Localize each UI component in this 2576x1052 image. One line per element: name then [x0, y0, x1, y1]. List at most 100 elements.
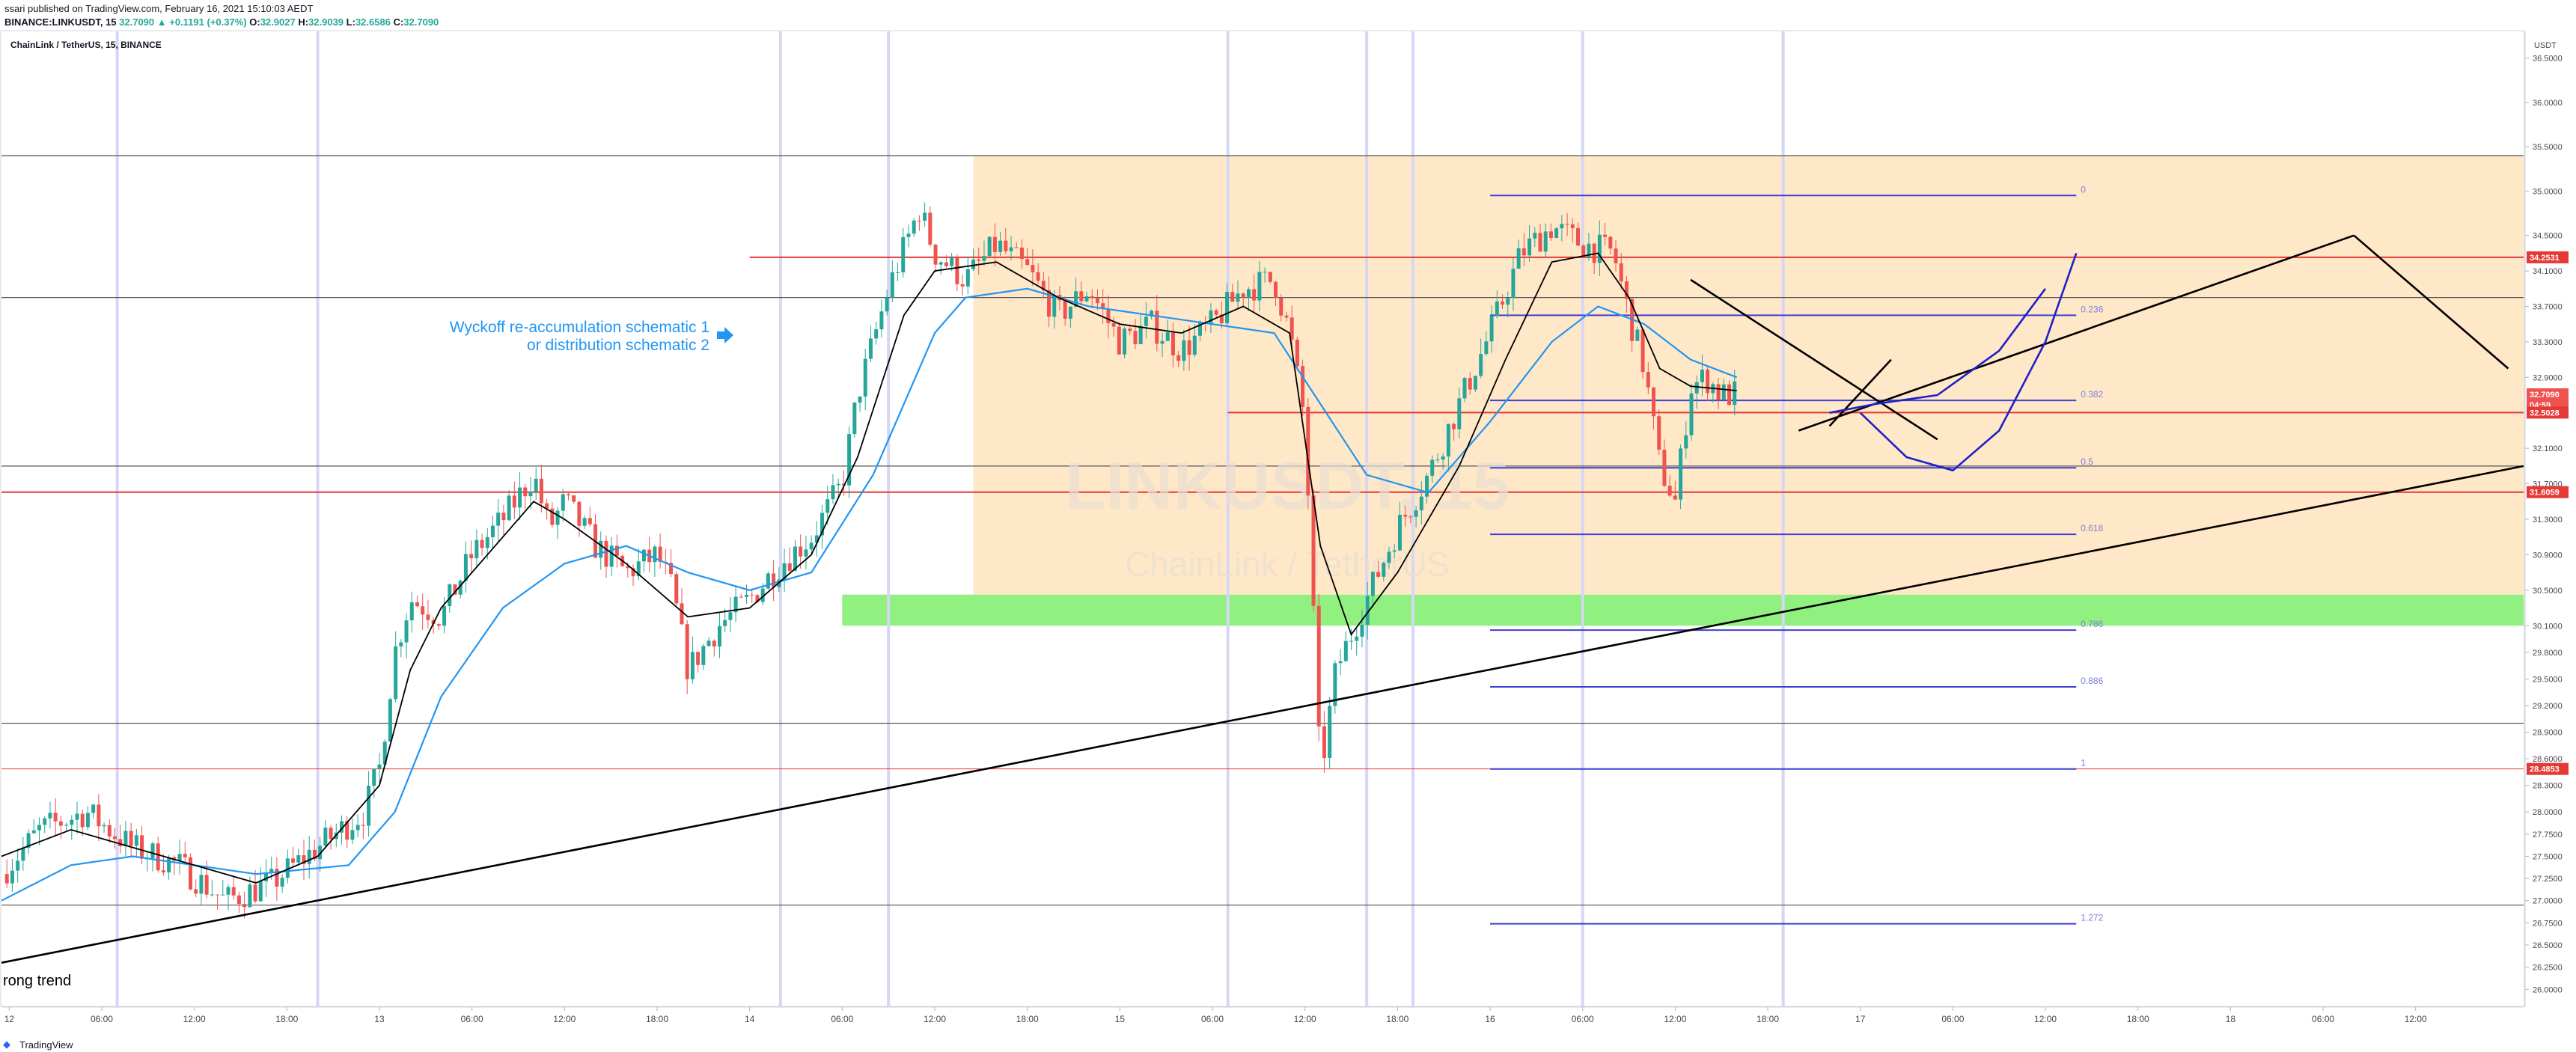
price-tick-label: 31.3000	[2533, 516, 2563, 525]
vertical-marker	[1581, 31, 1584, 1007]
candle-body	[1608, 236, 1613, 249]
time-tick-label: 18	[2226, 1014, 2236, 1024]
price-tick-label: 35.5000	[2533, 143, 2563, 152]
candle-body	[534, 478, 538, 492]
candle-body	[1527, 238, 1532, 256]
candle-body	[1473, 376, 1477, 390]
candle-body	[1624, 281, 1629, 299]
price-chart[interactable]: LINKUSDT, 15 ChainLink / TetherUS 0 0.236…	[0, 30, 2576, 1037]
candle-body	[879, 311, 884, 330]
price-tick-label: 28.6000	[2533, 755, 2563, 764]
candle-body	[4, 874, 9, 884]
candle-body	[1635, 329, 1640, 341]
candle-body	[626, 566, 630, 569]
candle-body	[31, 830, 36, 834]
footer-text[interactable]: TradingView	[19, 1039, 73, 1051]
time-tick-label: 18:00	[2127, 1014, 2149, 1024]
candle-body	[831, 485, 835, 500]
candle-body	[355, 825, 360, 831]
candle-body	[1306, 406, 1310, 496]
last-price: 32.7090	[119, 16, 155, 28]
candle-body	[1068, 306, 1072, 319]
vertical-marker	[1781, 31, 1785, 1007]
candle-body	[1522, 248, 1526, 256]
time-tick-label: 12:00	[924, 1014, 946, 1024]
candle-body	[436, 624, 441, 626]
candle-body	[1619, 263, 1623, 281]
candle-body	[928, 212, 933, 245]
candle-body	[982, 256, 986, 261]
candle-body	[296, 855, 301, 863]
candle-body	[960, 284, 965, 287]
candle-body	[1435, 459, 1440, 461]
candle-body	[1462, 378, 1467, 399]
time-tick-label: 16	[1485, 1014, 1495, 1024]
price-tick-label: 33.7000	[2533, 302, 2563, 311]
candle-body	[1268, 272, 1272, 282]
time-tick-label: 17	[1855, 1014, 1866, 1024]
candle-body	[1355, 636, 1359, 641]
arrow-right-icon	[717, 327, 733, 343]
candle-body	[394, 646, 398, 700]
candle-body	[1182, 340, 1186, 361]
trend-line	[1798, 234, 2354, 432]
candle-body	[339, 821, 344, 833]
time-axis[interactable]: 12 06:00 12:00 18:00 13 06:00 12:00 18:00 14 06:0…	[1, 1006, 2524, 1024]
candle-body	[1301, 366, 1305, 407]
candle-body	[528, 492, 533, 497]
candle-body	[70, 819, 74, 825]
candle-body	[231, 887, 236, 896]
candle-body	[685, 624, 689, 679]
candle-body	[609, 545, 614, 567]
candle-body	[485, 536, 489, 548]
candle-body	[496, 513, 501, 526]
vertical-marker	[778, 31, 782, 1007]
time-tick-label: 12	[4, 1014, 15, 1024]
orange-zone	[973, 155, 2524, 595]
candle-body	[140, 835, 144, 859]
time-tick-label: 06:00	[1941, 1014, 1964, 1024]
candle-body	[280, 878, 284, 887]
candle-body	[577, 501, 582, 526]
candle-body	[674, 574, 679, 604]
candle-body	[923, 212, 927, 221]
price-tick-label: 26.5000	[2533, 941, 2563, 950]
open-value: 32.9027	[260, 16, 296, 28]
candle-body	[1452, 423, 1456, 429]
candle-body	[933, 244, 938, 265]
candle-body	[216, 894, 220, 896]
candle-body	[258, 881, 263, 902]
candle-body	[1673, 495, 1677, 500]
candle-body	[312, 849, 317, 860]
candle-body	[1176, 355, 1181, 361]
price-axis[interactable]: 36.5000 36.0000 35.5000 35.0000 34.5000 34.10…	[2524, 31, 2569, 1007]
candle-body	[518, 487, 522, 508]
candle-body	[318, 845, 323, 860]
price-tick-label: 29.8000	[2533, 649, 2563, 658]
candle-body	[448, 584, 452, 607]
price-tick-label: 32.1000	[2533, 444, 2563, 453]
candle-body	[874, 329, 879, 339]
candle-body	[1689, 393, 1694, 435]
tradingview-logo-icon[interactable]: ◆	[3, 1039, 10, 1050]
wyckoff-annotation: Wyckoff re-accumulation schematic 1 or d…	[450, 319, 733, 354]
candle-body	[1603, 234, 1608, 237]
candle-body	[1295, 339, 1299, 367]
published-line: ssari published on TradingView.com, Febr…	[4, 3, 314, 14]
candle-body	[1370, 572, 1375, 596]
candle-body	[1733, 381, 1737, 406]
price-label-box	[2527, 388, 2569, 400]
candle-body	[442, 606, 447, 626]
candle-body	[1123, 328, 1127, 355]
candle-body	[965, 269, 970, 287]
candle-body	[382, 741, 387, 765]
candle-body	[1538, 233, 1542, 252]
candle-body	[1079, 291, 1084, 302]
candle-body	[723, 620, 727, 626]
candle-body	[1554, 228, 1559, 238]
close-value: 32.7090	[403, 16, 439, 28]
candle-body	[631, 568, 635, 577]
candle-body	[102, 825, 106, 827]
candle-body	[1252, 289, 1257, 301]
candle-body	[1387, 551, 1391, 563]
